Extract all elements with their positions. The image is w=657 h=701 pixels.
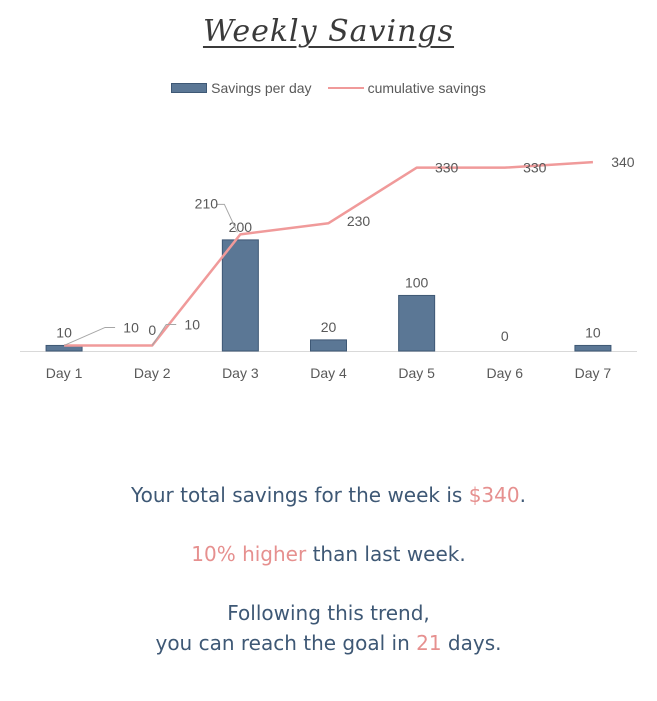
summary-comparison: 10% higher than last week. [0,539,657,569]
bar-label-day-6: 0 [501,328,509,344]
leader-day-2 [151,323,177,346]
legend-label-bar: Savings per day [211,80,312,96]
cumulative-label-day-4: 230 [347,213,371,229]
bar-day-4 [310,339,347,352]
chart-title: Weekly Savings [202,14,455,49]
legend-label-line: cumulative savings [367,80,486,96]
bar-day-7 [574,344,612,352]
bar-label-day-5: 100 [405,274,429,290]
legend-swatch-bar [171,83,208,93]
x-tick-day-5: Day 5 [398,365,435,381]
legend-item-line: cumulative savings [327,80,486,96]
cumulative-label-day-7: 340 [611,154,635,170]
summary-goal-days: 21 [416,631,442,655]
x-tick-day-4: Day 4 [310,365,347,381]
x-tick-day-2: Day 2 [134,365,171,381]
cumulative-label-day-5: 330 [435,160,459,176]
legend-swatch-line [327,87,364,89]
bar-label-day-7: 10 [585,324,601,340]
bar-label-day-1: 10 [56,324,72,340]
bar-day-3 [221,239,259,352]
cumulative-label-day-1: 10 [123,319,139,335]
x-tick-day-7: Day 7 [575,365,612,381]
summary-total-value: $340 [468,483,520,507]
cumulative-label-day-3: 210 [195,195,219,211]
bar-label-day-4: 20 [321,319,337,335]
summary-total-end: . [519,483,526,507]
leader-day-3 [216,203,238,233]
summary-comparison-text: than last week. [306,542,466,566]
summary-goal-end: days. [441,631,502,655]
summary-total: Your total savings for the week is $340. [0,480,657,510]
summary-goal-text: you can reach the goal in [155,631,417,655]
cumulative-label-day-6: 330 [523,160,547,176]
x-tick-day-3: Day 3 [222,365,259,381]
summary-trend-line1: Following this trend, [227,601,430,625]
summary-total-text: Your total savings for the week is [131,483,469,507]
bar-label-day-2: 0 [148,322,156,338]
x-tick-day-1: Day 1 [46,365,83,381]
x-tick-day-6: Day 6 [486,365,523,381]
bar-label-day-3: 200 [229,219,253,235]
legend-item-bar: Savings per day [171,80,312,96]
summary-trend: Following this trend, you can reach the … [0,598,657,658]
bar-day-5 [398,294,436,352]
legend: Savings per day cumulative savings [0,80,657,96]
leader-day-1 [63,326,116,346]
cumulative-label-day-2: 10 [184,316,200,332]
summary-trend-line2: you can reach the goal in 21 days. [0,628,657,658]
summary-comparison-value: 10% higher [191,542,307,566]
